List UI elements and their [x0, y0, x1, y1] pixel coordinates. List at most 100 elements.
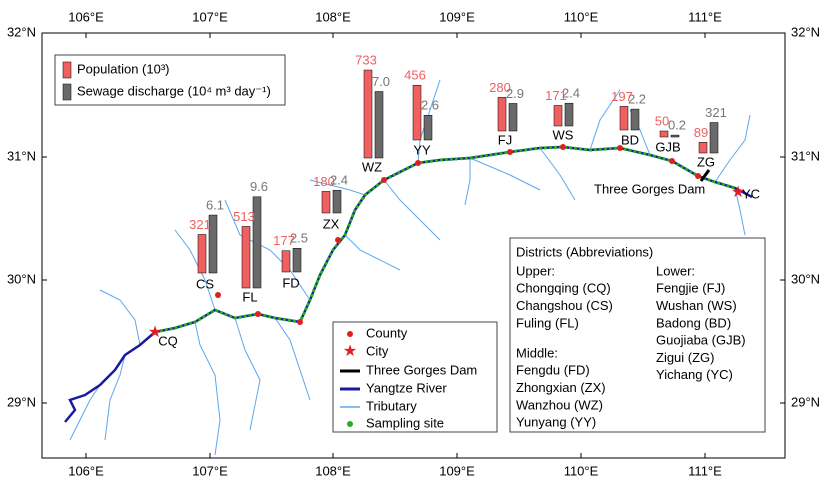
sewage-label: 2.4 — [330, 173, 348, 188]
tributaries — [69, 79, 751, 456]
districts-box — [509, 237, 766, 433]
district-group: Upper: — [516, 263, 555, 278]
lon-tick-label: 106°E — [68, 463, 104, 478]
lon-tick-label: 109°E — [439, 463, 475, 478]
sewage-bar — [630, 108, 640, 131]
population-label: 171 — [545, 88, 567, 103]
sewage-label: 0.2 — [668, 118, 686, 133]
sewage-bar — [423, 115, 433, 141]
lat-tick-label: 31°N — [7, 148, 36, 163]
site-label: FD — [282, 275, 299, 290]
population-bar — [497, 97, 507, 132]
population-bar — [553, 105, 563, 127]
population-label: 733 — [355, 52, 377, 67]
sewage-label: 2.9 — [506, 86, 524, 101]
population-label: 321 — [189, 217, 211, 232]
district-item: Badong (BD) — [656, 315, 731, 330]
legend-label: Three Gorges Dam — [366, 362, 477, 377]
lon-tick-label: 111°E — [688, 463, 722, 478]
district-group: Middle: — [516, 345, 558, 360]
lon-tick-label: 106°E — [68, 9, 104, 24]
districts-title: Districts (Abbreviations) — [516, 244, 653, 259]
district-item: Wushan (WS) — [656, 298, 737, 313]
lon-tick-label: 107°E — [192, 9, 228, 24]
population-label: 177 — [273, 233, 295, 248]
population-bar — [363, 69, 373, 159]
county-point — [297, 319, 303, 325]
sewage-label: 2.4 — [562, 86, 580, 101]
sewage-label: 9.6 — [250, 179, 268, 194]
sewage-bar — [564, 102, 574, 127]
site-label: YC — [742, 186, 760, 201]
legend-box — [332, 321, 498, 433]
site-label: GJB — [655, 139, 680, 154]
county-point — [669, 158, 675, 164]
site-label: ZX — [323, 216, 340, 231]
lat-tick-label: 30°N — [791, 271, 820, 286]
district-item: Yunyang (YY) — [516, 415, 596, 430]
legend-label: Population (10³) — [77, 61, 170, 76]
city-star: ★ — [148, 324, 162, 341]
population-bar — [412, 85, 422, 141]
sewage-label: 2.5 — [290, 231, 308, 246]
population-label: 89 — [694, 125, 708, 140]
lon-tick-label: 110°E — [564, 9, 599, 24]
district-item: Zhongxian (ZX) — [516, 380, 606, 395]
population-label: 180 — [313, 174, 335, 189]
legend-symbol: ★ — [343, 343, 357, 360]
legend-label: Yangtze River — [366, 380, 447, 395]
population-bar — [619, 106, 629, 131]
population-label: 197 — [611, 89, 633, 104]
lon-tick-label: 108°E — [315, 9, 351, 24]
site-label: ZG — [697, 154, 715, 169]
district-item: Guojiaba (GJB) — [656, 333, 746, 348]
district-item: Fuling (FL) — [516, 315, 579, 330]
sewage-bar — [332, 189, 342, 214]
lon-tick-label: 110°E — [564, 463, 599, 478]
lon-tick-label: 109°E — [439, 9, 475, 24]
site-label: FL — [242, 289, 257, 304]
district-item: Zigui (ZG) — [656, 350, 715, 365]
population-bar — [197, 234, 207, 274]
sampling-sites — [154, 145, 736, 334]
population-label: 456 — [404, 68, 426, 83]
legend-swatch — [62, 61, 72, 79]
sewage-label: 2.6 — [421, 98, 439, 113]
sewage-label: 2.2 — [628, 92, 646, 107]
population-bar — [241, 226, 251, 289]
legend-label: Tributary — [366, 398, 417, 413]
site-label: BD — [621, 132, 639, 147]
district-item: Fengdu (FD) — [516, 363, 590, 378]
district-group: Lower: — [656, 263, 695, 278]
site-label: CQ — [158, 333, 178, 348]
population-bar — [321, 191, 331, 214]
population-label: 280 — [489, 80, 511, 95]
lat-tick-label: 32°N — [791, 24, 820, 39]
population-bar — [698, 142, 708, 154]
sewage-label: 321 — [705, 105, 727, 120]
legend-swatch — [62, 83, 72, 101]
site-label: WS — [553, 127, 574, 142]
legend-label: County — [366, 325, 408, 340]
legend-symbol — [347, 331, 353, 337]
population-bar — [659, 130, 669, 138]
district-item: Chongqing (CQ) — [516, 281, 611, 296]
dam — [699, 169, 711, 182]
population-label: 513 — [233, 209, 255, 224]
district-item: Fengjie (FJ) — [656, 281, 725, 296]
lat-tick-label: 30°N — [7, 271, 36, 286]
sewage-bar — [508, 103, 518, 132]
county-point — [507, 149, 513, 155]
lon-tick-label: 107°E — [192, 463, 228, 478]
sewage-bar — [709, 122, 719, 154]
sewage-bar — [670, 134, 680, 138]
sewage-bar — [374, 91, 384, 159]
county-point — [695, 173, 701, 179]
site-label: YY — [413, 142, 431, 157]
lat-tick-label: 32°N — [7, 24, 36, 39]
bar-legend-box — [54, 54, 286, 106]
sewage-label: 6.1 — [206, 197, 224, 212]
county-point — [215, 292, 221, 298]
legend-label: Sewage discharge (10⁴ m³ day⁻¹) — [77, 83, 271, 98]
